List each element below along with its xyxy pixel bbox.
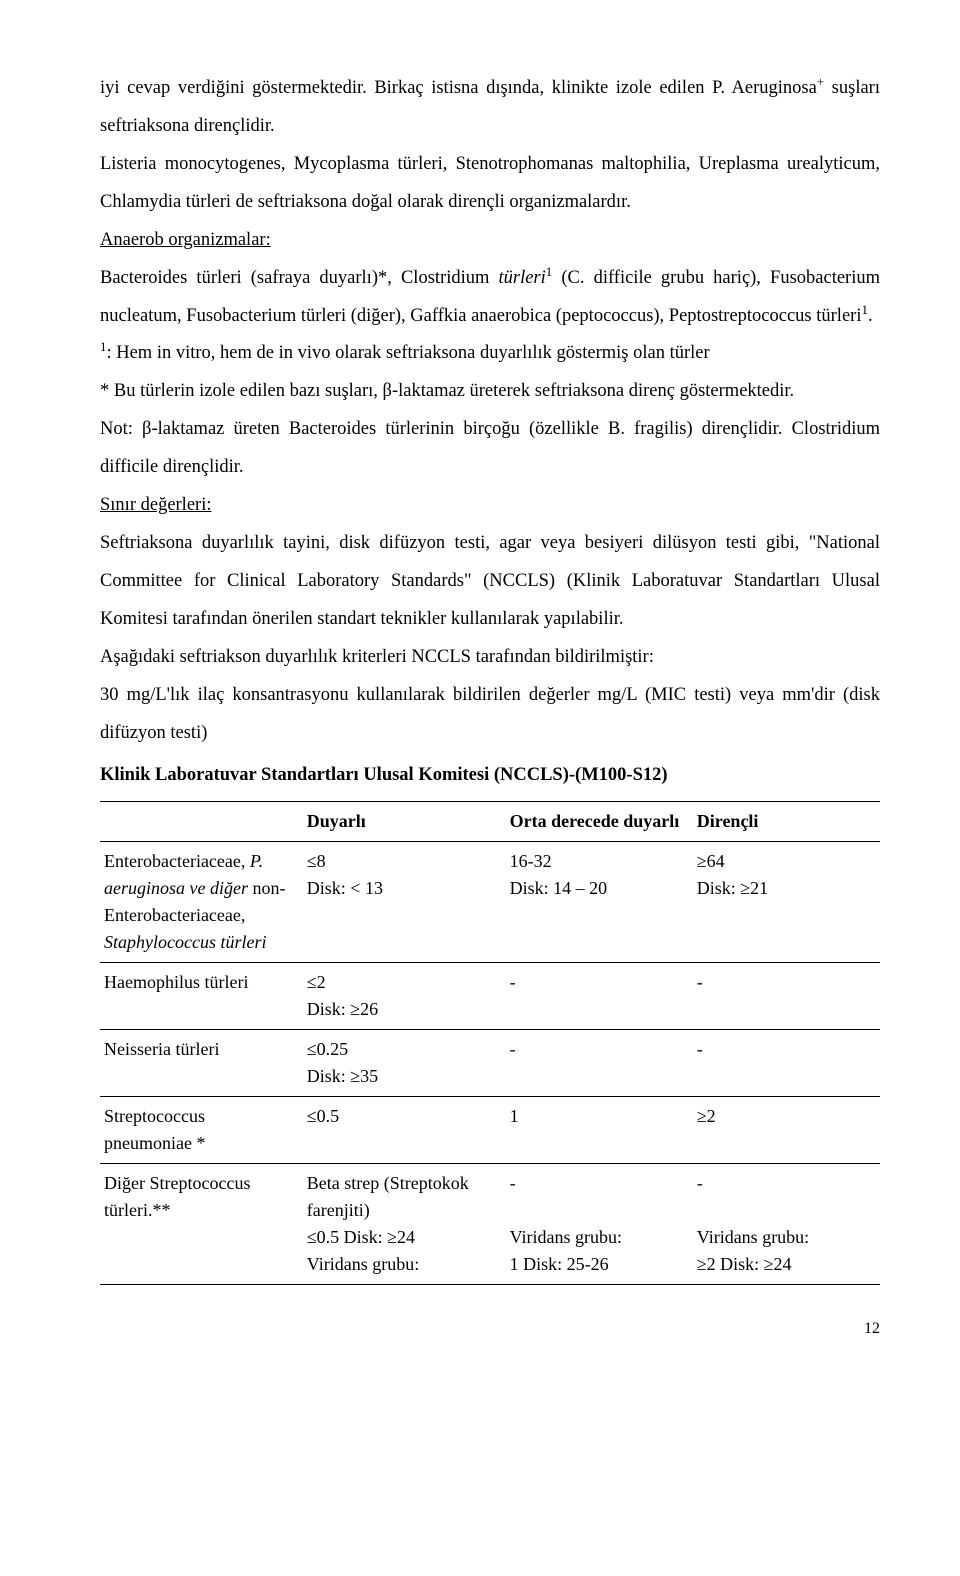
cell-duyarli-3: ≤0.25Disk: ≥35 [303, 1029, 506, 1096]
th-direncli: Dirençli [693, 801, 880, 841]
p3-underline: Anaerob organizmalar: [100, 230, 271, 250]
paragraph-3-heading: Anaerob organizmalar: [100, 222, 880, 260]
r0c0-a: Enterobacteriaceae, [104, 851, 250, 871]
paragraph-9: Seftriaksona duyarlılık tayini, disk dif… [100, 525, 880, 639]
cell-organism-2: Haemophilus türleri [100, 962, 303, 1029]
cell-duyarli-1: ≤8Disk: < 13 [303, 841, 506, 962]
cell-orta-3: - [506, 1029, 693, 1096]
cell-organism-1: Enterobacteriaceae, P. aeruginosa ve diğ… [100, 841, 303, 962]
r0c0-i2: Staphylococcus türleri [104, 932, 266, 952]
table-row: Neisseria türleri ≤0.25Disk: ≥35 - - [100, 1029, 880, 1096]
p6-text: * Bu türlerin izole edilen bazı suşları,… [100, 381, 794, 401]
p4-italic: türleri [498, 268, 545, 288]
cell-duyarli-5: Beta strep (Streptokok farenjiti)≤0.5 Di… [303, 1163, 506, 1284]
table-row: Enterobacteriaceae, P. aeruginosa ve diğ… [100, 841, 880, 962]
p11-text: 30 mg/L'lık ilaç konsantrasyonu kullanıl… [100, 685, 880, 743]
paragraph-11: 30 mg/L'lık ilaç konsantrasyonu kullanıl… [100, 677, 880, 753]
p9-text: Seftriaksona duyarlılık tayini, disk dif… [100, 533, 880, 629]
page-number: 12 [100, 1313, 880, 1346]
table-title: Klinik Laboratuvar Standartları Ulusal K… [100, 757, 880, 795]
cell-direncli-1: ≥64Disk: ≥21 [693, 841, 880, 962]
table-row: Diğer Streptococcus türleri.** Beta stre… [100, 1163, 880, 1284]
cell-duyarli-2: ≤2Disk: ≥26 [303, 962, 506, 1029]
cell-orta-1: 16-32Disk: 14 – 20 [506, 841, 693, 962]
th-duyarli: Duyarlı [303, 801, 506, 841]
table-header-row: Duyarlı Orta derecede duyarlı Dirençli [100, 801, 880, 841]
cell-orta-5: - Viridans grubu:1 Disk: 25-26 [506, 1163, 693, 1284]
paragraph-5: 1: Hem in vitro, hem de in vivo olarak s… [100, 335, 880, 373]
th-orta: Orta derecede duyarlı [506, 801, 693, 841]
paragraph-6: * Bu türlerin izole edilen bazı suşları,… [100, 373, 880, 411]
cell-direncli-2: - [693, 962, 880, 1029]
paragraph-4: Bacteroides türleri (safraya duyarlı)*, … [100, 260, 880, 336]
p1-text-a: iyi cevap verdiğini göstermektedir. Birk… [100, 78, 817, 98]
table-row: Streptococcus pneumoniae * ≤0.5 1 ≥2 [100, 1096, 880, 1163]
cell-direncli-3: - [693, 1029, 880, 1096]
cell-duyarli-4: ≤0.5 [303, 1096, 506, 1163]
table-row: Haemophilus türleri ≤2Disk: ≥26 - - [100, 962, 880, 1029]
nccls-table: Duyarlı Orta derecede duyarlı Dirençli E… [100, 801, 880, 1285]
cell-direncli-4: ≥2 [693, 1096, 880, 1163]
p8-underline: Sınır değerleri: [100, 495, 211, 515]
paragraph-2: Listeria monocytogenes, Mycoplasma türle… [100, 146, 880, 222]
paragraph-10: Aşağıdaki seftriakson duyarlılık kriterl… [100, 639, 880, 677]
paragraph-1: iyi cevap verdiğini göstermektedir. Birk… [100, 70, 880, 146]
p1-sup: + [817, 74, 824, 89]
cell-organism-3: Neisseria türleri [100, 1029, 303, 1096]
p4-text-a: Bacteroides türleri (safraya duyarlı)*, … [100, 268, 498, 288]
paragraph-8-heading: Sınır değerleri: [100, 487, 880, 525]
cell-organism-5: Diğer Streptococcus türleri.** [100, 1163, 303, 1284]
cell-orta-4: 1 [506, 1096, 693, 1163]
p4-text-c: . [868, 306, 873, 326]
th-blank [100, 801, 303, 841]
paragraph-7: Not: β-laktamaz üreten Bacteroides türle… [100, 411, 880, 487]
p5-text: : Hem in vitro, hem de in vivo olarak se… [106, 343, 709, 363]
cell-organism-4: Streptococcus pneumoniae * [100, 1096, 303, 1163]
cell-direncli-5: - Viridans grubu:≥2 Disk: ≥24 [693, 1163, 880, 1284]
p10-text: Aşağıdaki seftriakson duyarlılık kriterl… [100, 647, 654, 667]
p7-text: Not: β-laktamaz üreten Bacteroides türle… [100, 419, 880, 477]
p2-text: Listeria monocytogenes, Mycoplasma türle… [100, 154, 880, 212]
cell-orta-2: - [506, 962, 693, 1029]
